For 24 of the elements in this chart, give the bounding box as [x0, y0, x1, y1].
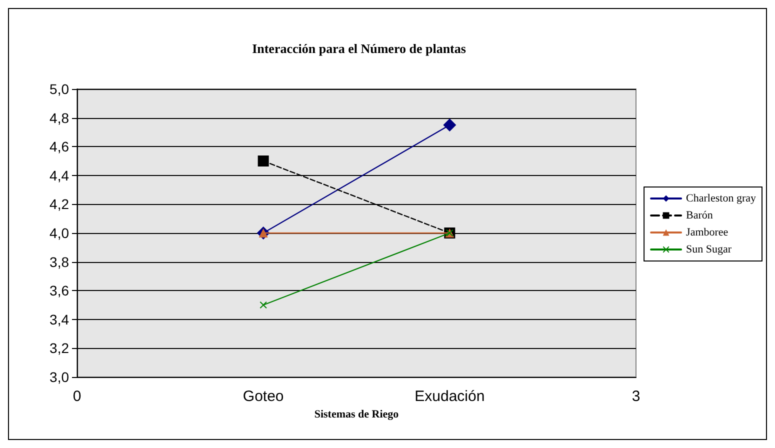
x-axis-title: Sistemas de Riego	[314, 408, 400, 420]
y-tick-label: 4,4	[50, 167, 70, 184]
point	[443, 118, 456, 132]
y-tick-label: 3,0	[50, 369, 70, 385]
y-tick-label: 3,4	[50, 311, 70, 328]
y-tick-label: 4,0	[50, 225, 70, 241]
y-tick-label: 3,8	[50, 254, 70, 270]
y-tick-label: 3,2	[50, 340, 70, 356]
legend-label: Jamboree	[686, 226, 728, 238]
y-tick-label: 3,6	[50, 282, 70, 299]
x-tick-label: Goteo	[242, 388, 284, 405]
legend-label: Barón	[686, 210, 714, 222]
y-tick-label: 4,2	[50, 196, 70, 212]
point	[260, 302, 267, 308]
chart-title: Interacción para el Número de plantas	[252, 41, 466, 56]
legend-label: Charleston gray	[686, 192, 756, 204]
x-tick-label: Exudación	[414, 388, 485, 405]
x-tick-label: 3	[632, 388, 640, 405]
point	[258, 156, 269, 166]
y-tick-label: 5,0	[50, 81, 70, 97]
y-tick-label: 4,8	[50, 110, 70, 126]
y-tick-label: 4,6	[50, 138, 70, 155]
x-tick-label: 0	[72, 388, 82, 405]
legend-label: Sun Sugar	[686, 244, 732, 256]
